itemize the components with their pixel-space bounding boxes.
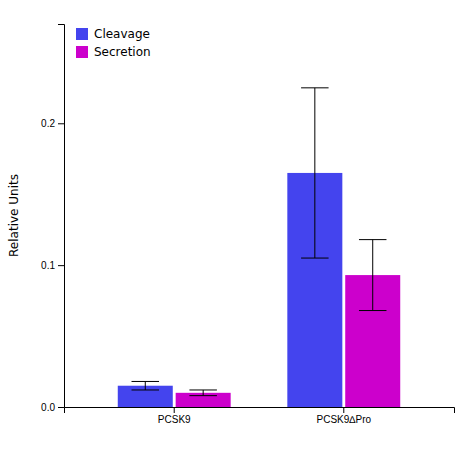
error-bar-line [189,390,217,396]
legend-label: Secretion [94,45,151,59]
series [176,240,401,407]
x-axis: PCSK9 PCSK9∆Pro [65,407,455,425]
x-tick: PCSK9 [158,407,191,425]
x-tick-mark [174,407,175,413]
y-tick-label: 0.1 [41,260,55,271]
legend-swatch [76,28,88,40]
error-bar-line [359,240,387,311]
series [118,88,343,407]
y-tick-mark [58,407,64,408]
plot: 0.0 0.1 0.2 PCSK9 PCSK9∆Pro Cleavage Secretion [41,25,454,426]
y-axis: 0.0 0.1 0.2 [41,25,64,413]
x-tick-label: PCSK9 [158,414,191,425]
error-bar-line [132,381,160,390]
error-bar [132,381,160,390]
x-tick-mark [343,407,344,413]
y-tick-label: 0.0 [41,402,55,413]
x-tick-label: PCSK9∆Pro [317,414,372,425]
error-bar-line [301,88,329,258]
y-tick-mark [58,123,64,124]
x-axis-line [65,408,455,414]
x-tick: PCSK9∆Pro [317,407,372,425]
error-bar [189,390,217,396]
y-tick: 0.0 [41,402,64,413]
y-tick: 0.1 [41,260,64,271]
error-bar [359,240,387,311]
y-axis-line [58,25,65,408]
legend-label: Cleavage [94,27,150,41]
y-axis-title: Relative Units [7,174,21,257]
legend-swatch [76,46,88,58]
y-tick-mark [58,265,64,266]
chart: 0.0 0.1 0.2 PCSK9 PCSK9∆Pro Cleavage Secretion… [0,0,474,455]
legend-item: Secretion [76,45,151,59]
y-tick: 0.2 [41,118,64,129]
marks [118,88,400,407]
error-bar [301,88,329,258]
legend-item: Cleavage [76,27,150,41]
legend: Cleavage Secretion [76,27,151,59]
y-tick-label: 0.2 [41,118,55,129]
